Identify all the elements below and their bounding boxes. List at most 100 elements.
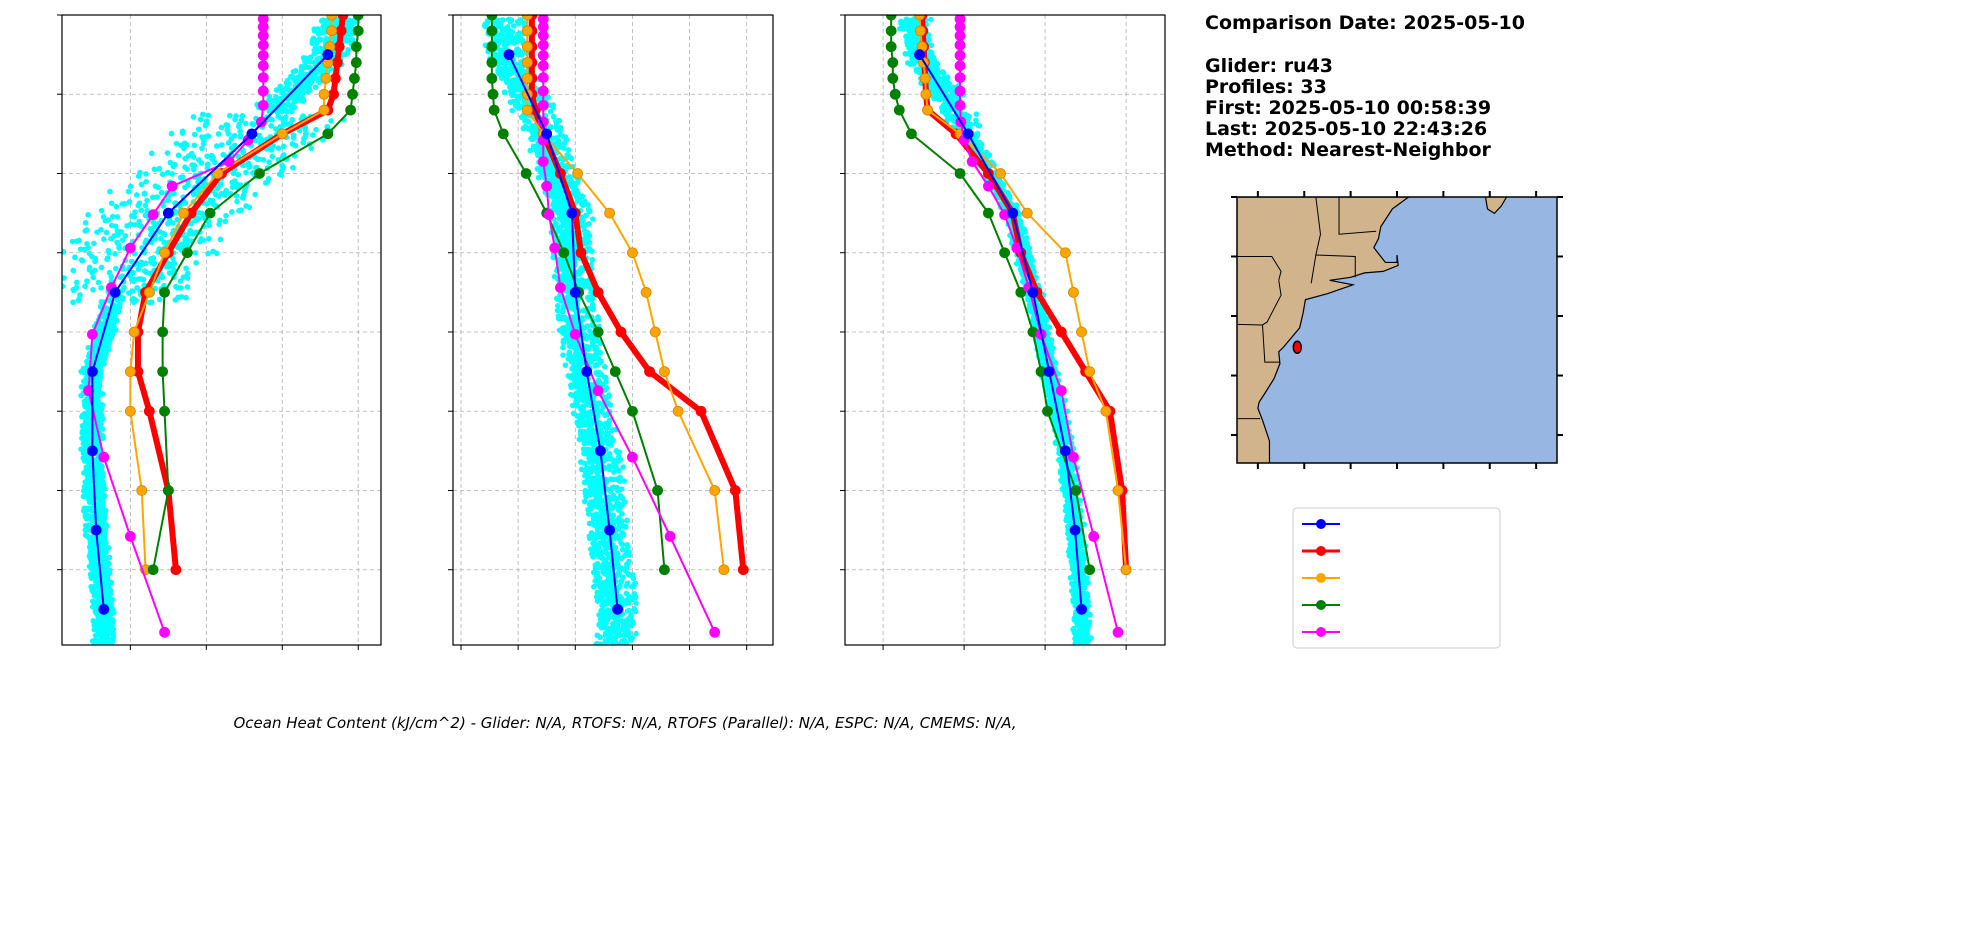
glider-scatter-point <box>84 507 90 513</box>
glider-scatter-point <box>511 23 517 29</box>
data-point <box>323 50 333 60</box>
data-point <box>538 31 548 41</box>
glider-scatter-point <box>266 159 272 165</box>
glider-scatter-point <box>557 228 563 234</box>
glider-scatter-point <box>279 163 285 169</box>
glider-scatter-point <box>568 385 574 391</box>
glider-scatter-point <box>126 189 132 195</box>
glider-scatter-point <box>592 363 598 369</box>
glider-scatter-point <box>201 238 207 244</box>
glider-scatter-point <box>218 182 224 188</box>
glider-scatter-point <box>154 194 160 200</box>
data-point <box>653 485 663 495</box>
data-point <box>645 367 655 377</box>
glider-scatter-point <box>90 287 96 293</box>
glider-scatter-point <box>106 340 112 346</box>
glider-scatter-point <box>89 559 95 565</box>
glider-scatter-point <box>291 132 297 138</box>
glider-scatter-point <box>617 618 623 624</box>
glider-scatter-point <box>593 552 599 558</box>
glider-scatter-point <box>577 271 583 277</box>
glider-scatter-point <box>575 413 581 419</box>
glider-scatter-point <box>92 627 98 633</box>
glider-scatter-point <box>72 254 78 260</box>
glider-scatter-point <box>102 346 108 352</box>
glider-scatter-point <box>624 561 630 567</box>
glider-scatter-point <box>205 162 211 168</box>
data-point <box>258 73 268 83</box>
glider-scatter-point <box>205 251 211 257</box>
glider-scatter-point <box>290 165 296 171</box>
data-point <box>605 525 615 535</box>
glider-scatter-point <box>79 257 85 263</box>
data-point <box>125 367 135 377</box>
glider-scatter-point <box>232 133 238 139</box>
glider-scatter-point <box>328 118 334 124</box>
glider-scatter-point <box>99 512 105 518</box>
glider-scatter-point <box>531 133 537 139</box>
glider-scatter-point <box>581 391 587 397</box>
glider-scatter-point <box>74 238 80 244</box>
glider-scatter-point <box>151 255 157 261</box>
glider-scatter-point <box>320 68 326 74</box>
glider-scatter-point <box>85 345 91 351</box>
data-point <box>110 287 120 297</box>
glider-scatter-point <box>599 609 605 615</box>
glider-scatter-point <box>47 289 53 295</box>
data-point <box>179 208 189 218</box>
glider-scatter-point <box>113 266 119 272</box>
glider-scatter-point <box>223 213 229 219</box>
glider-scatter-point <box>98 285 104 291</box>
glider-scatter-point <box>83 514 89 520</box>
glider-scatter-point <box>509 108 515 114</box>
glider-scatter-point <box>96 616 102 622</box>
data-point <box>488 89 498 99</box>
data-point <box>125 406 135 416</box>
glider-scatter-point <box>206 223 212 229</box>
glider-scatter-point <box>595 526 601 532</box>
glider-scatter-point <box>181 146 187 152</box>
glider-scatter-point <box>203 123 209 129</box>
glider-scatter-point <box>222 193 228 199</box>
glider-scatter-point <box>281 144 287 150</box>
glider-scatter-point <box>506 17 512 23</box>
glider-scatter-point <box>560 273 566 279</box>
glider-scatter-point <box>227 113 233 119</box>
data-point <box>160 287 170 297</box>
glider-scatter-point <box>92 593 98 599</box>
glider-scatter-point <box>587 521 593 527</box>
glider-scatter-point <box>623 601 629 607</box>
data-point <box>570 329 580 339</box>
glider-scatter-point <box>105 598 111 604</box>
glider-scatter-point <box>173 209 179 215</box>
glider-scatter-point <box>110 620 116 626</box>
data-point <box>158 367 168 377</box>
glider-scatter-point <box>302 85 308 91</box>
glider-scatter-point <box>263 180 269 186</box>
glider-scatter-point <box>618 493 624 499</box>
glider-scatter-point <box>111 327 117 333</box>
glider-scatter-point <box>301 136 307 142</box>
glider-scatter-point <box>302 60 308 66</box>
data-point <box>163 485 173 495</box>
glider-scatter-point <box>560 345 566 351</box>
glider-scatter-point <box>81 438 87 444</box>
glider-scatter-point <box>149 151 155 157</box>
glider-scatter-point <box>607 503 613 509</box>
glider-scatter-point <box>254 156 260 162</box>
glider-scatter-point <box>240 195 246 201</box>
glider-scatter-point <box>224 127 230 133</box>
glider-scatter-point <box>192 132 198 138</box>
data-point <box>650 327 660 337</box>
glider-scatter-point <box>191 114 197 120</box>
glider-scatter-point <box>101 214 107 220</box>
glider-scatter-point <box>137 170 143 176</box>
glider-scatter-point <box>105 636 111 642</box>
glider-scatter-point <box>617 487 623 493</box>
glider-scatter-point <box>598 360 604 366</box>
glider-scatter-point <box>278 115 284 121</box>
glider-scatter-point <box>584 346 590 352</box>
glider-scatter-point <box>313 127 319 133</box>
glider-scatter-point <box>578 385 584 391</box>
data-point <box>627 452 637 462</box>
